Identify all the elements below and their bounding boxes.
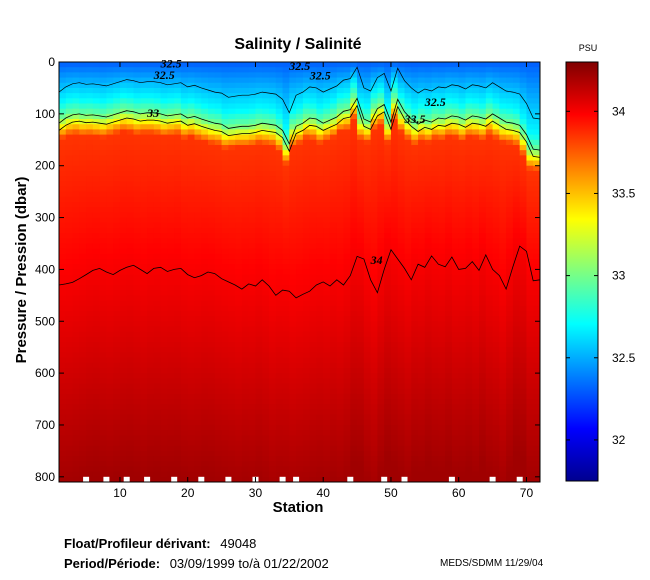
contour-line: [59, 97, 540, 151]
x-tick-label: 20: [181, 486, 195, 500]
x-axis-ticks: 10 20 30 40 50 60 70: [113, 62, 533, 500]
y-tick-label: 100: [35, 107, 55, 121]
y-tick-label: 700: [35, 418, 55, 432]
chart-title: Salinity / Salinité: [234, 36, 361, 53]
float-label: Float/Profileur dérivant:: [64, 536, 211, 551]
contour-label: 34: [370, 253, 383, 267]
period-info: Period/Période: 03/09/1999 to/à 01/22/20…: [64, 556, 329, 571]
contour-label: 32.5: [309, 69, 331, 83]
contour-label: 32.5: [160, 57, 182, 71]
colorbar-ticks: 32 32.5 33 33.5 34: [566, 104, 636, 447]
colorbar-tick-label: 33: [612, 269, 626, 283]
y-axis-ticks: 0 100 200 300 400 500 600 700 800: [35, 55, 540, 484]
float-info: Float/Profileur dérivant: 49048: [64, 536, 256, 551]
contour-label: 33: [146, 106, 159, 120]
colorbar-tick-label: 32: [612, 433, 626, 447]
y-tick-label: 400: [35, 262, 55, 276]
contour-lines: [59, 66, 540, 299]
y-tick-label: 0: [48, 55, 55, 69]
x-tick-label: 70: [520, 486, 534, 500]
colorbar-tick-label: 32.5: [612, 351, 636, 365]
y-axis-label: Pressure / Pression (dbar): [13, 177, 30, 364]
x-tick-label: 10: [113, 486, 127, 500]
x-tick-label: 40: [317, 486, 331, 500]
y-tick-label: 500: [35, 314, 55, 328]
y-tick-label: 200: [35, 159, 55, 173]
plot-frame: [58, 61, 541, 483]
y-tick-label: 300: [35, 211, 55, 225]
contour-labels: 32.532.532.532.532.533 33.534: [146, 57, 446, 268]
period-value: 03/09/1999 to/à 01/22/2002: [169, 556, 329, 571]
salinity-heatmap: [59, 62, 540, 482]
x-axis-label: Station: [273, 499, 324, 516]
contour-line: [59, 66, 540, 120]
contour-line: [59, 245, 540, 299]
contour-label: 32.5: [153, 68, 175, 82]
x-tick-label: 50: [384, 486, 398, 500]
period-label: Period/Période:: [64, 556, 161, 571]
float-id: 49048: [220, 536, 257, 551]
y-tick-label: 600: [35, 366, 55, 380]
x-tick-label: 30: [249, 486, 263, 500]
colorbar-tick-label: 34: [612, 104, 626, 118]
colorbar-unit-label: PSU: [579, 43, 598, 53]
contour-label: 32.5: [424, 95, 446, 109]
contour-label: 32.5: [288, 59, 310, 73]
contour-label: 33.5: [404, 112, 426, 126]
contour-line: [59, 104, 540, 158]
colorbar: [565, 61, 599, 482]
colorbar-tick-label: 33.5: [612, 186, 636, 200]
credit-text: MEDS/SDMM 11/29/04: [440, 558, 544, 569]
y-tick-label: 800: [35, 470, 55, 484]
x-tick-label: 60: [452, 486, 466, 500]
